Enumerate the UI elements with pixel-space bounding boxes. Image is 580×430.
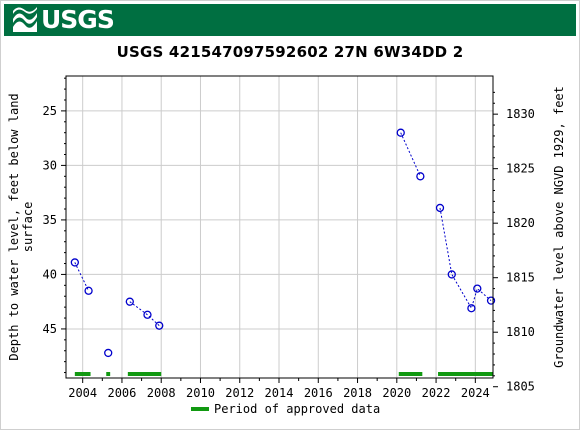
plot-border (65, 75, 494, 379)
x-axis-ticks: 2004 2006 2008 2010 2012 2014 2016 2018 2020 2022… (68, 378, 490, 400)
usgs-header-banner: USGS (4, 4, 576, 36)
usgs-logo-text: USGS (41, 5, 115, 34)
left-tick-label: 40 (43, 267, 57, 281)
chart-title: USGS 421547097592602 27N 6W34DD 2 (116, 43, 464, 61)
series-line-segment (129, 301, 160, 327)
right-tick-label: 1815 (506, 271, 535, 285)
x-tick-label: 2006 (107, 386, 136, 400)
right-tick-label: 1805 (506, 380, 535, 394)
data-point (473, 284, 482, 293)
right-tick-label: 1810 (506, 325, 535, 339)
series-line-segment (400, 132, 421, 177)
data-point (435, 203, 445, 213)
left-tick-label: 45 (43, 322, 57, 336)
data-point (143, 310, 152, 319)
right-tick-label: 1825 (506, 162, 535, 176)
usgs-wave-icon (13, 7, 37, 32)
grid-lines (66, 76, 493, 378)
data-point (84, 286, 93, 295)
series-line-segment (439, 207, 492, 310)
left-axis-ticks: 25 30 35 40 45 (43, 77, 66, 374)
data-point (416, 172, 425, 181)
data-point (125, 297, 134, 306)
legend-label-approved: Period of approved data (214, 402, 380, 416)
data-point (70, 258, 79, 267)
series-line-segment (74, 262, 90, 292)
x-tick-label: 2004 (68, 386, 97, 400)
x-tick-label: 2016 (304, 386, 333, 400)
data-point (104, 348, 113, 358)
data-point (155, 321, 164, 330)
right-tick-label: 1830 (506, 107, 535, 121)
x-tick-label: 2010 (186, 386, 215, 400)
x-tick-label: 2024 (461, 386, 490, 400)
data-point (396, 128, 405, 137)
x-tick-label: 2012 (225, 386, 254, 400)
x-tick-label: 2014 (265, 386, 294, 400)
series-lines (74, 132, 492, 327)
left-axis-label-line-1: Depth to water level, feet below land (7, 93, 21, 360)
x-tick-label: 2022 (422, 386, 451, 400)
left-axis-label-line-2: surface (21, 202, 35, 253)
left-tick-label: 35 (43, 213, 57, 227)
right-axis-ticks: 1805 1810 1815 1820 1825 1830 (493, 91, 535, 394)
data-point (447, 270, 456, 279)
left-tick-label: 30 (43, 158, 57, 172)
legend: Period of approved data (191, 402, 380, 416)
x-tick-label: 2018 (343, 386, 372, 400)
x-tick-label: 2020 (382, 386, 411, 400)
right-axis-label: Groundwater level above NGVD 1929, feet (552, 86, 566, 368)
data-point (467, 304, 476, 313)
series-points (70, 128, 496, 358)
usgs-logo[interactable]: USGS (12, 5, 115, 34)
left-tick-label: 25 (43, 104, 57, 118)
right-tick-label: 1820 (506, 216, 535, 230)
x-tick-label: 2008 (147, 386, 176, 400)
data-point (486, 296, 496, 305)
